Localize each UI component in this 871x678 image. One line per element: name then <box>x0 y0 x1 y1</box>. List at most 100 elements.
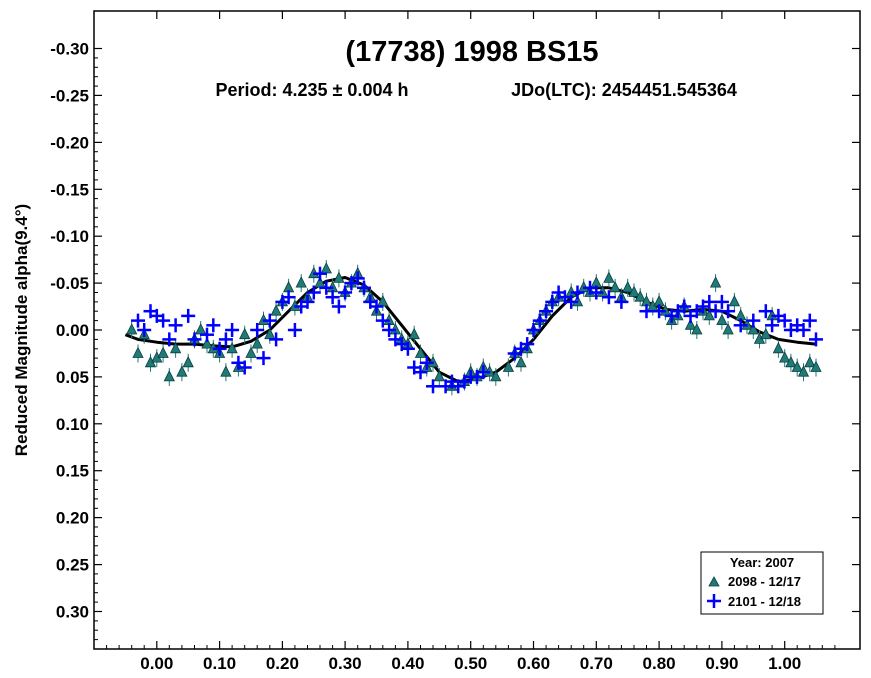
point-2098-triangle <box>634 290 646 302</box>
x-axis: 0.00 0.10 0.20 0.30 0.40 0.50 0.60 0.70 0.80 0.90… <box>106 11 836 673</box>
point-2098-triangle <box>157 346 169 358</box>
point-2101-cross <box>250 323 265 337</box>
point-2098-triangle <box>220 365 232 377</box>
x-tick-label: 0.60 <box>517 654 550 673</box>
y-axis: -0.30 -0.25 -0.20 -0.15 -0.10 -0.05 0.00 0.05 0.… <box>50 40 860 650</box>
y-tick-label: 0.25 <box>56 556 89 575</box>
y-tick-label: 0.10 <box>56 415 89 434</box>
point-2098-triangle <box>722 323 734 335</box>
point-2101-cross <box>262 313 277 328</box>
x-tick-label: 0.40 <box>391 654 424 673</box>
point-2098-triangle <box>709 276 722 288</box>
point-2101-cross <box>200 327 214 342</box>
point-2101-cross <box>319 280 334 295</box>
point-2101-cross <box>532 313 547 328</box>
legend-title: Year: 2007 <box>730 555 794 570</box>
point-2101-cross <box>765 318 780 333</box>
plot-frame <box>93 10 861 650</box>
point-2101-cross <box>601 290 616 305</box>
y-axis-label: Reduced Magnitude alpha(9.4°) <box>12 204 31 456</box>
point-2098-triangle <box>747 323 759 335</box>
point-2101-cross <box>338 285 353 300</box>
point-2101-cross <box>802 313 817 328</box>
point-2101-cross <box>476 365 491 380</box>
point-2101-cross <box>325 290 340 305</box>
point-2101-cross <box>545 294 560 309</box>
legend: Year: 2007 2098 - 12/17 2101 - 12/18 <box>700 551 824 615</box>
point-2101-cross <box>702 294 717 309</box>
point-2098-triangle <box>169 341 182 354</box>
point-2098-triangle <box>433 370 445 382</box>
point-2101-cross <box>162 332 177 347</box>
y-tick-label: -0.30 <box>50 40 89 59</box>
point-2098-triangle <box>132 346 144 358</box>
x-tick-label: 0.90 <box>705 654 738 673</box>
fit-curve-layer <box>124 276 817 384</box>
legend-triangle-icon <box>708 576 720 587</box>
point-2101-cross <box>269 332 284 347</box>
point-2101-cross <box>809 332 823 347</box>
legend-box <box>700 551 824 615</box>
point-2101-cross <box>652 304 667 319</box>
data-points-layer <box>126 260 823 396</box>
point-2101-cross <box>796 323 811 337</box>
x-tick-label: 1.00 <box>768 654 801 673</box>
x-tick-label: 0.20 <box>266 654 299 673</box>
point-2098-triangle <box>408 327 420 340</box>
point-2101-cross <box>137 323 152 337</box>
point-2098-triangle <box>760 327 772 340</box>
point-2101-cross <box>677 299 692 314</box>
point-2101-cross <box>746 313 761 328</box>
point-2098-triangle <box>716 313 728 326</box>
x-tick-label: 0.10 <box>203 654 236 673</box>
point-2101-cross <box>206 318 221 333</box>
point-2101-cross <box>256 351 271 366</box>
point-2101-cross <box>369 299 384 314</box>
chart-title: (17738) 1998 BS15 <box>345 36 598 68</box>
point-2098-triangle <box>797 365 810 377</box>
point-2101-cross <box>758 304 773 319</box>
point-2098-triangle <box>270 304 282 316</box>
point-2101-cross <box>708 304 723 319</box>
point-2101-cross <box>419 355 434 370</box>
point-2101-cross <box>156 313 171 328</box>
fit-curve-line <box>124 276 817 384</box>
point-2098-triangle <box>226 341 238 354</box>
point-2101-cross <box>714 294 729 309</box>
y-tick-label: -0.10 <box>50 227 89 246</box>
y-tick-label: 0.15 <box>56 462 89 481</box>
point-2101-cross <box>218 332 233 347</box>
point-2098-triangle <box>251 337 263 349</box>
point-2101-cross <box>357 280 371 295</box>
point-2101-cross <box>375 313 390 328</box>
point-2101-cross <box>306 285 321 300</box>
point-2101-cross <box>400 341 415 356</box>
point-2098-triangle <box>126 323 138 335</box>
point-2101-cross <box>413 365 428 380</box>
point-2101-cross <box>131 313 145 328</box>
point-2101-cross <box>589 285 604 300</box>
y-tick-label: 0.20 <box>56 509 89 528</box>
point-2098-triangle <box>295 276 307 288</box>
y-tick-label: 0.05 <box>56 368 89 387</box>
point-2101-cross <box>237 360 252 375</box>
point-2098-triangle <box>622 280 634 293</box>
point-2101-cross <box>225 323 240 337</box>
point-2101-cross <box>331 299 346 314</box>
y-tick-label: 0.00 <box>56 321 89 340</box>
legend-entry-2101: 2101 - 12/18 <box>728 594 801 609</box>
point-2101-cross <box>287 323 302 337</box>
point-2101-cross <box>520 337 535 352</box>
epoch-label: JDo(LTC): 2454451.545364 <box>511 80 737 100</box>
point-2098-triangle <box>791 360 803 372</box>
x-tick-label: 0.70 <box>580 654 613 673</box>
point-2098-triangle <box>684 318 697 330</box>
point-2101-cross <box>721 304 736 319</box>
point-2098-triangle <box>691 323 703 335</box>
point-2098-triangle <box>703 309 715 321</box>
y-tick-label: 0.30 <box>56 603 89 622</box>
x-tick-label: 0.00 <box>140 654 173 673</box>
point-2098-triangle <box>628 285 640 297</box>
point-2101-cross <box>168 318 183 333</box>
